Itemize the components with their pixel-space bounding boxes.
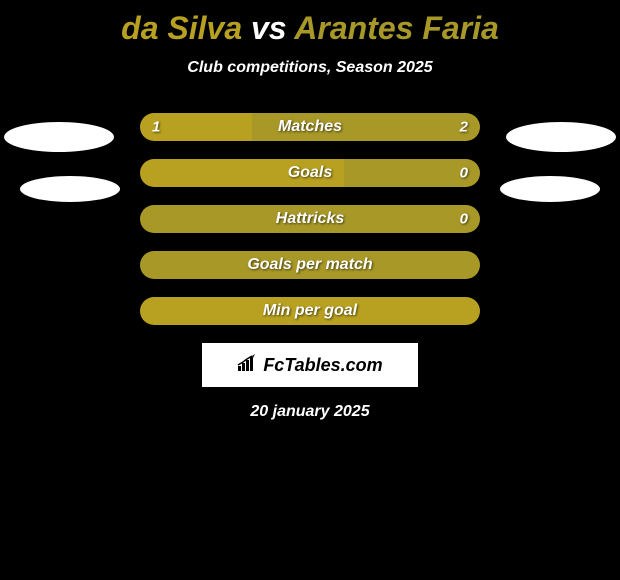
bar-row: Goals per match [140, 251, 480, 279]
title-player-left: da Silva [121, 10, 242, 46]
bar-label: Goals [288, 164, 332, 182]
bar-label: Goals per match [247, 256, 372, 274]
bar-row: Hattricks 0 [140, 205, 480, 233]
bar-value-right: 0 [460, 211, 468, 228]
bar-row: Min per goal [140, 297, 480, 325]
bar-label: Min per goal [263, 302, 357, 320]
page-title: da Silva vs Arantes Faria [0, 0, 620, 47]
bar-value-right: 0 [460, 165, 468, 182]
avatar-left-1 [4, 122, 114, 152]
title-player-right: Arantes Faria [294, 10, 499, 46]
logo-box: FcTables.com [202, 343, 418, 387]
subtitle: Club competitions, Season 2025 [0, 59, 620, 77]
avatar-right-2 [500, 176, 600, 202]
bar-label: Matches [278, 118, 342, 136]
bar-value-right: 2 [460, 119, 468, 136]
logo-text: FcTables.com [263, 355, 382, 376]
bar-label: Hattricks [276, 210, 344, 228]
avatar-right-1 [506, 122, 616, 152]
date-label: 20 january 2025 [0, 403, 620, 421]
avatar-left-2 [20, 176, 120, 202]
title-vs: vs [242, 10, 294, 46]
bar-row: Matches 1 2 [140, 113, 480, 141]
chart-icon [237, 354, 259, 377]
bar-value-left: 1 [152, 119, 160, 136]
bar-row: Goals 0 [140, 159, 480, 187]
